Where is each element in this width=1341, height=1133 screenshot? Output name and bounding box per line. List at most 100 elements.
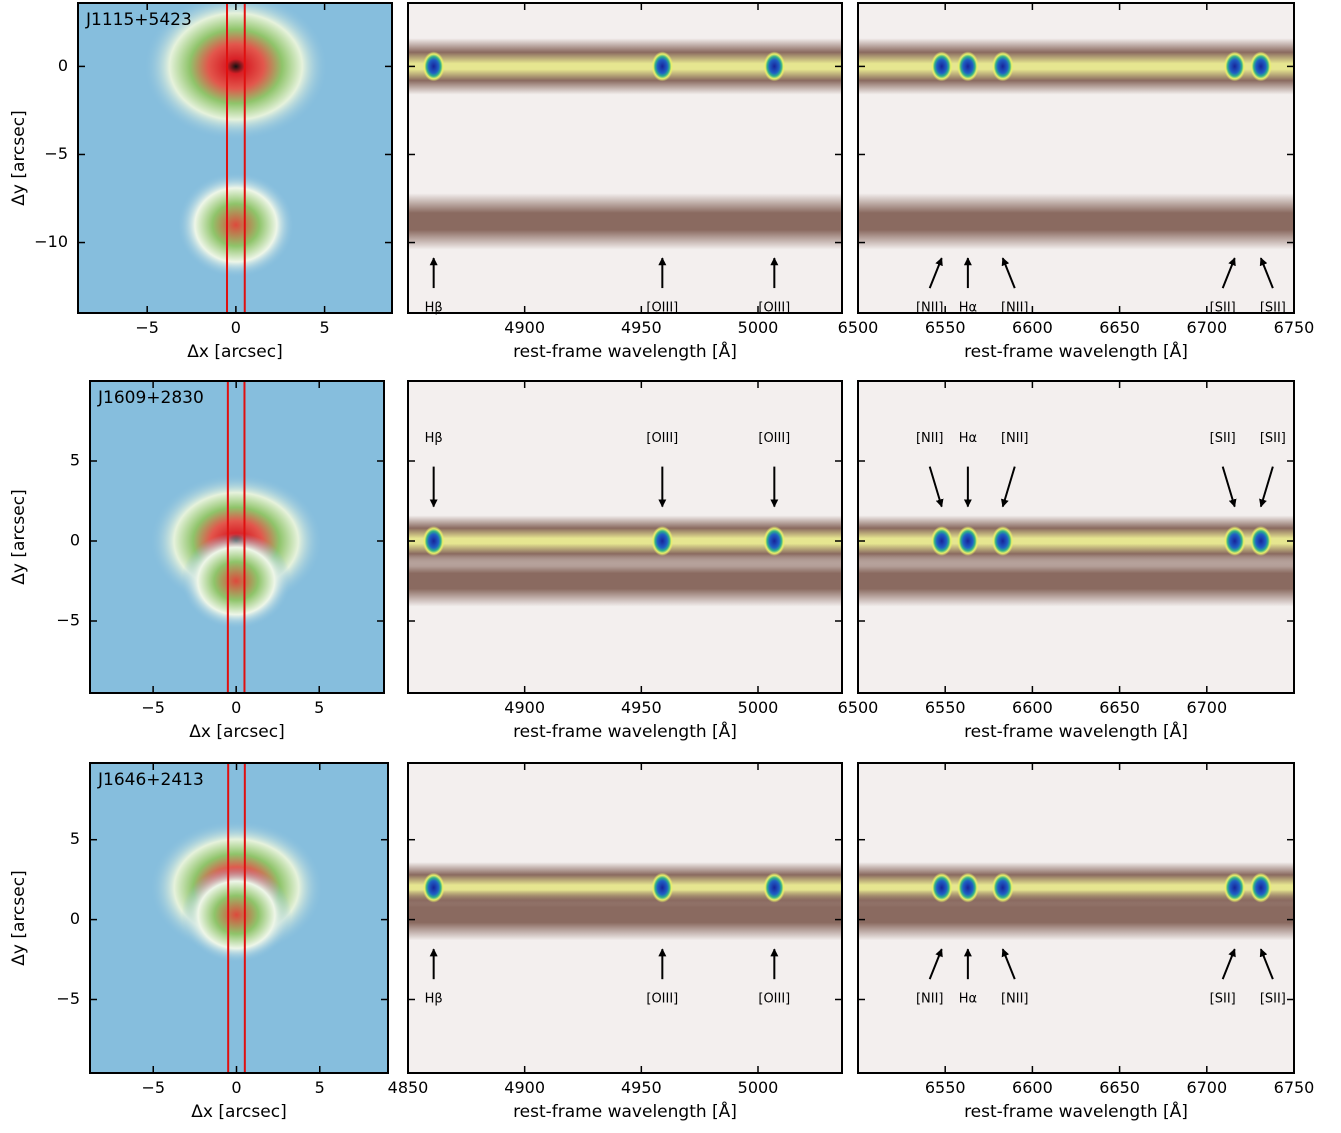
x-axis-label: rest-frame wavelength [Å] [513,340,737,362]
x-axis-label: rest-frame wavelength [Å] [964,720,1188,742]
panel [408,763,842,1073]
x-tick-label: 5 [314,698,324,717]
x-tick-label: 4950 [621,318,662,337]
annotation-label: Hβ [425,431,443,446]
y-tick-label: −5 [56,989,80,1008]
y-tick-label: −5 [44,144,68,163]
x-tick-label: 5000 [738,698,779,717]
emission-line [992,51,1014,81]
y-tick-label: −5 [56,611,80,630]
source-halo [182,867,292,963]
figure: J1115+5423−5050−5−10Δx [arcsec]Δy [arcse… [0,0,1341,1133]
trace-band [858,555,1294,606]
emission-line [423,526,445,556]
trace-band [858,193,1294,249]
x-tick-label: 0 [231,318,241,337]
x-tick-label: 4900 [504,1078,545,1097]
annotation-label: Hβ [425,992,443,1007]
emission-line [763,526,785,556]
x-tick-label: 6700 [1186,698,1227,717]
y-tick-label: 0 [70,531,80,550]
emission-line [931,526,953,556]
object-name: J1609+2830 [97,388,204,408]
x-tick-label: 5000 [738,1078,779,1097]
annotation-label: [NII] [916,992,944,1007]
y-axis-label: Δy [arcsec] [9,489,29,584]
emission-line [651,51,673,81]
y-axis-label: Δy [arcsec] [9,870,29,965]
panel [408,381,842,693]
emission-line [1224,873,1246,903]
x-tick-label: 6650 [1099,698,1140,717]
emission-line [931,873,953,903]
emission-line [763,51,785,81]
x-tick-label: 4950 [621,1078,662,1097]
x-axis-label: Δx [arcsec] [187,342,282,362]
annotation-label: [OIII] [758,431,790,446]
annotation-label: Hα [959,992,977,1007]
emission-line [651,873,673,903]
y-axis-label: Δy [arcsec] [9,110,29,205]
x-axis-label: Δx [arcsec] [191,1102,286,1122]
x-tick-label: 4900 [504,318,545,337]
emission-line [992,526,1014,556]
annotation-label: Hα [959,431,977,446]
emission-line [423,873,445,903]
annotation-label: [SII] [1210,992,1236,1007]
x-tick-label: 6550 [925,318,966,337]
annotation-label: [NII] [916,431,944,446]
emission-line [423,51,445,81]
x-axis-label: Δx [arcsec] [189,722,284,742]
x-tick-label: 6700 [1186,318,1227,337]
emission-line [957,526,979,556]
annotation-label: [SII] [1260,431,1286,446]
panel [858,763,1294,1073]
panel [408,3,842,313]
annotation-label: [NII] [1001,992,1029,1007]
x-tick-label: 6750 [1274,1078,1315,1097]
emission-line [992,873,1014,903]
x-tick-label: 6700 [1186,1078,1227,1097]
emission-line [1224,51,1246,81]
x-axis-label: rest-frame wavelength [Å] [964,340,1188,362]
emission-line [763,873,785,903]
y-tick-label: 0 [70,909,80,928]
object-name: J1115+5423 [85,10,192,30]
panel [858,3,1294,313]
x-tick-label: 6600 [1012,1078,1053,1097]
y-tick-label: 0 [58,56,68,75]
emission-line [651,526,673,556]
annotation-label: [OIII] [758,992,790,1007]
x-tick-label: 0 [231,1078,241,1097]
x-tick-label: 5000 [738,318,779,337]
annotation-label: [OIII] [646,431,678,446]
x-tick-label: −5 [141,1078,165,1097]
x-tick-label: 4850 [388,1078,429,1097]
x-tick-label: 4900 [504,698,545,717]
x-tick-label: 6500 [838,318,879,337]
x-tick-label: 6550 [925,698,966,717]
annotation-label: [OIII] [646,992,678,1007]
annotation-label: [SII] [1260,992,1286,1007]
x-axis-label: rest-frame wavelength [Å] [513,720,737,742]
source-halo [181,533,291,629]
annotation-label: [NII] [1001,431,1029,446]
emission-line [931,51,953,81]
x-tick-label: 5 [319,318,329,337]
emission-line [957,51,979,81]
x-axis-label: rest-frame wavelength [Å] [964,1100,1188,1122]
x-tick-label: 4950 [621,698,662,717]
x-axis-label: rest-frame wavelength [Å] [513,1100,737,1122]
emission-line [957,873,979,903]
x-tick-label: 6650 [1099,318,1140,337]
trace-band [408,193,842,249]
x-tick-label: 6600 [1012,318,1053,337]
x-tick-label: 6550 [925,1078,966,1097]
emission-line [1250,526,1272,556]
emission-line [1250,51,1272,81]
y-tick-label: 5 [70,451,80,470]
x-tick-label: 6750 [1274,318,1315,337]
panel [90,763,388,1073]
panel [858,381,1294,693]
x-tick-label: 6600 [1012,698,1053,717]
